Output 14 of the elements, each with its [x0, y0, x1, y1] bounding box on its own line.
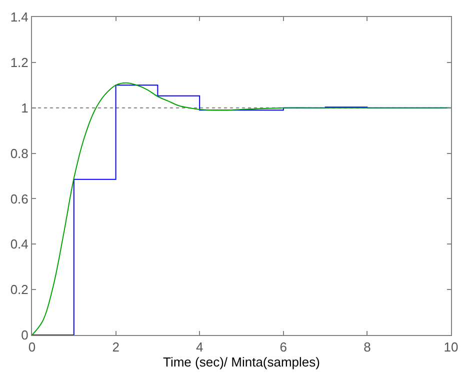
x-tick-label: 10: [444, 340, 458, 355]
y-tick-label: 0.4: [10, 236, 28, 252]
y-tick-label: 0.8: [10, 146, 28, 161]
y-tick-label: 1: [21, 100, 28, 116]
x-tick-label: 2: [112, 340, 120, 355]
x-tick-label: 8: [364, 340, 371, 355]
x-axis-title: Time (sec)/ Minta(samples): [163, 354, 320, 370]
x-tick-label: 6: [280, 340, 288, 355]
y-tick-label: 0.2: [10, 282, 28, 298]
y-tick-label: 0: [21, 328, 28, 343]
y-tick-label: 1.2: [10, 54, 28, 70]
x-tick-label: 4: [196, 340, 204, 355]
y-tick-label: 0.6: [10, 191, 28, 206]
y-tick-label: 1.4: [10, 10, 28, 25]
